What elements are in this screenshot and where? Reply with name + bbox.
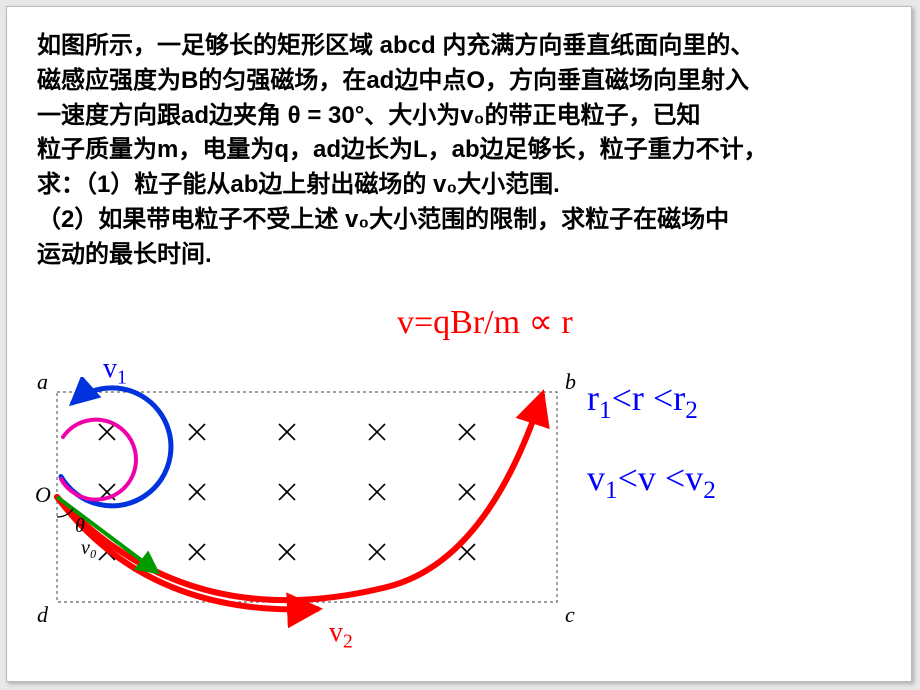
ineq-r-sub2: 2 <box>685 397 698 424</box>
v1-label: v1 <box>103 353 127 390</box>
theta-label: θ <box>75 515 85 538</box>
formula-v-equation: v=qBr/m ∝ r <box>397 302 573 342</box>
point-o-label: O <box>35 482 51 508</box>
ineq-r-mid: <r <r <box>612 378 686 418</box>
problem-text: 如图所示，一足够长的矩形区域 abcd 内充满方向垂直纸面向里的、 磁感应强度为… <box>37 29 881 273</box>
ineq-r-var1: r <box>587 378 599 418</box>
v1-var: v <box>103 353 117 384</box>
problem-line-4: 粒子质量为m，电量为q，ad边长为L，ab边足够长，粒子重力不计， <box>37 133 881 168</box>
problem-line-1: 如图所示，一足够长的矩形区域 abcd 内充满方向垂直纸面向里的、 <box>37 29 881 64</box>
ineq-r-sub1: 1 <box>599 397 612 424</box>
problem-line-2: 磁感应强度为B的匀强磁场，在ad边中点O，方向垂直磁场向里射入 <box>37 64 881 99</box>
problem-line-7: 运动的最长时间. <box>37 238 881 273</box>
slide: 如图所示，一足够长的矩形区域 abcd 内充满方向垂直纸面向里的、 磁感应强度为… <box>6 6 912 682</box>
v2-var: v <box>329 617 343 648</box>
v2-label: v2 <box>329 617 353 654</box>
corner-d: d <box>37 602 48 628</box>
formula-v-text: v=qBr/m ∝ r <box>397 304 573 341</box>
corner-b: b <box>565 369 576 395</box>
ineq-v-sub2: 2 <box>703 477 716 504</box>
problem-line-3: 一速度方向跟ad边夹角 θ = 30°、大小为v₀的带正电粒子，已知 <box>37 99 881 134</box>
v2-sub: 2 <box>343 632 353 653</box>
physics-diagram: a b c d O θ v₀ v1 v2 <box>37 377 577 657</box>
ineq-v-sub1: 1 <box>605 477 618 504</box>
v0-label: v₀ <box>81 537 97 560</box>
problem-line-6: （2）如果带电粒子不受上述 v₀大小范围的限制，求粒子在磁场中 <box>37 203 881 238</box>
inequality-v: v1<v <v2 <box>587 457 716 505</box>
inequality-r: r1<r <r2 <box>587 377 698 425</box>
corner-a: a <box>37 369 48 395</box>
diagram-svg <box>37 377 577 657</box>
ineq-v-var1: v <box>587 458 605 498</box>
corner-c: c <box>565 602 575 628</box>
problem-line-5: 求：（1）粒子能从ab边上射出磁场的 v₀大小范围. <box>37 168 881 203</box>
ineq-v-mid: <v <v <box>618 458 704 498</box>
v1-sub: 1 <box>117 368 127 389</box>
